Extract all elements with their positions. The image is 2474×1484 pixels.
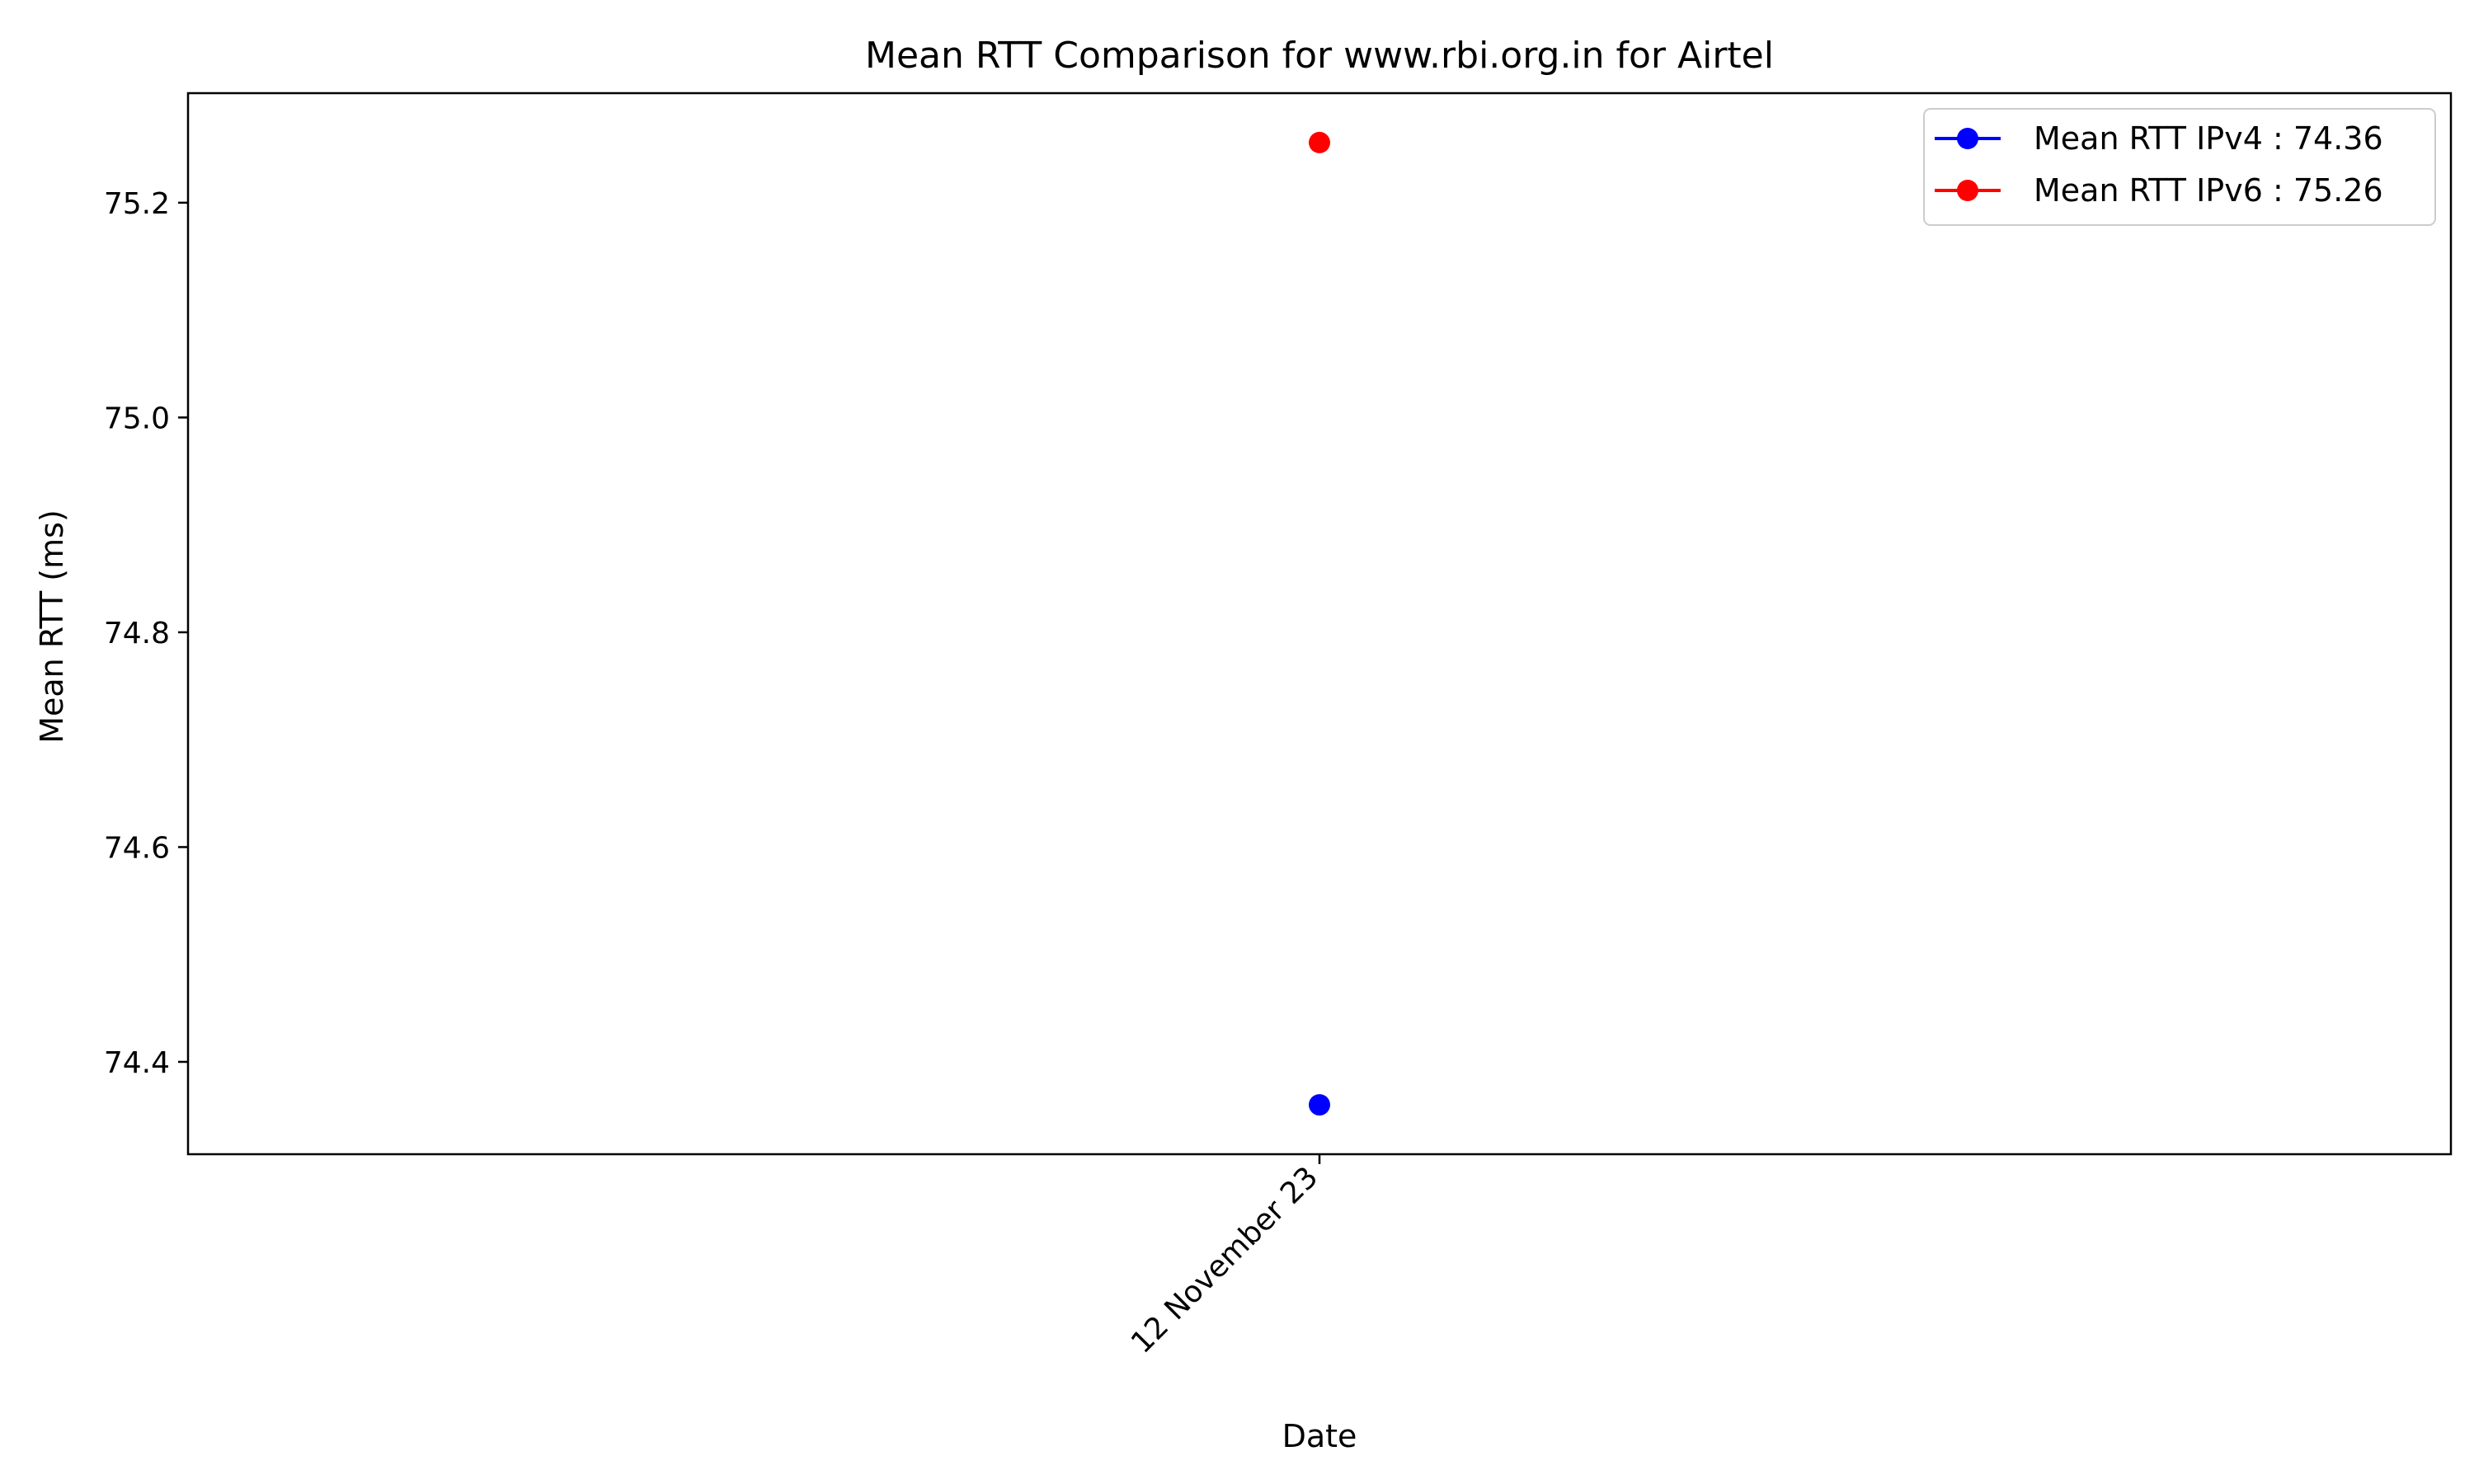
y-tick-label: 75.2 — [104, 187, 170, 221]
legend-label-series-2: Mean RTT IPv6 : 75.26 — [2034, 172, 2383, 209]
legend-marker-series-2 — [1957, 180, 1978, 201]
legend-label-series-1: Mean RTT IPv4 : 74.36 — [2034, 120, 2383, 157]
y-axis-label: Mean RTT (ms) — [34, 510, 70, 744]
y-tick-label: 74.8 — [104, 617, 170, 650]
y-tick-label: 74.4 — [104, 1046, 170, 1080]
legend-marker-series-1 — [1957, 128, 1978, 149]
data-point-series-1 — [1309, 1094, 1330, 1116]
y-tick-label: 75.0 — [104, 402, 170, 435]
legend-box — [1923, 108, 2436, 226]
chart-title: Mean RTT Comparison for www.rbi.org.in f… — [865, 35, 1774, 77]
x-axis-label: Date — [1282, 1418, 1357, 1454]
y-axis-ticks: 74.4 74.6 74.8 75.0 75.2 — [104, 187, 188, 1080]
data-markers — [1309, 131, 1330, 1116]
data-point-series-2 — [1309, 131, 1330, 153]
legend: Mean RTT IPv4 : 74.36 Mean RTT IPv6 : 75.… — [1923, 108, 2436, 226]
legend-items: Mean RTT IPv4 : 74.36 Mean RTT IPv6 : 75.… — [1935, 120, 2383, 209]
y-tick-label: 74.6 — [104, 831, 170, 865]
